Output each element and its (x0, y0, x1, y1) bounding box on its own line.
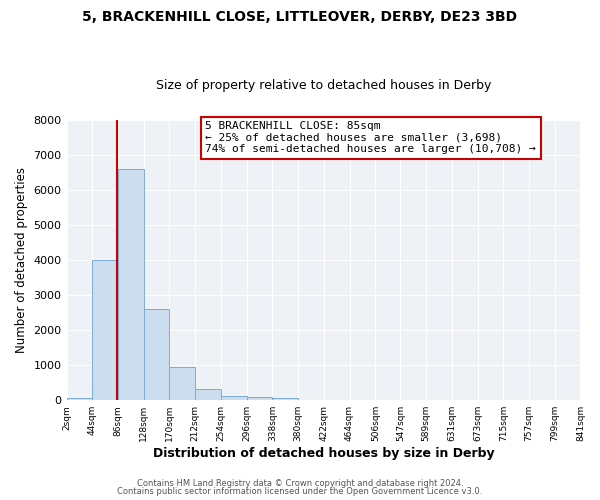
Bar (195, 389, 221, 400)
Bar (92, 260, 118, 400)
Bar (67, 398, 92, 400)
Text: 5, BRACKENHILL CLOSE, LITTLEOVER, DERBY, DE23 3BD: 5, BRACKENHILL CLOSE, LITTLEOVER, DERBY,… (82, 10, 518, 24)
Y-axis label: Number of detached properties: Number of detached properties (15, 167, 28, 353)
Bar (144, 309, 169, 400)
Title: Size of property relative to detached houses in Derby: Size of property relative to detached ho… (156, 79, 491, 92)
Text: 5 BRACKENHILL CLOSE: 85sqm
← 25% of detached houses are smaller (3,698)
74% of s: 5 BRACKENHILL CLOSE: 85sqm ← 25% of deta… (205, 121, 536, 154)
Bar (247, 397, 272, 400)
Bar (118, 168, 144, 400)
Bar (272, 398, 298, 400)
Bar (221, 396, 247, 400)
Text: Contains HM Land Registry data © Crown copyright and database right 2024.: Contains HM Land Registry data © Crown c… (137, 478, 463, 488)
X-axis label: Distribution of detached houses by size in Derby: Distribution of detached houses by size … (153, 447, 494, 460)
Bar (169, 367, 195, 400)
Text: Contains public sector information licensed under the Open Government Licence v3: Contains public sector information licen… (118, 487, 482, 496)
